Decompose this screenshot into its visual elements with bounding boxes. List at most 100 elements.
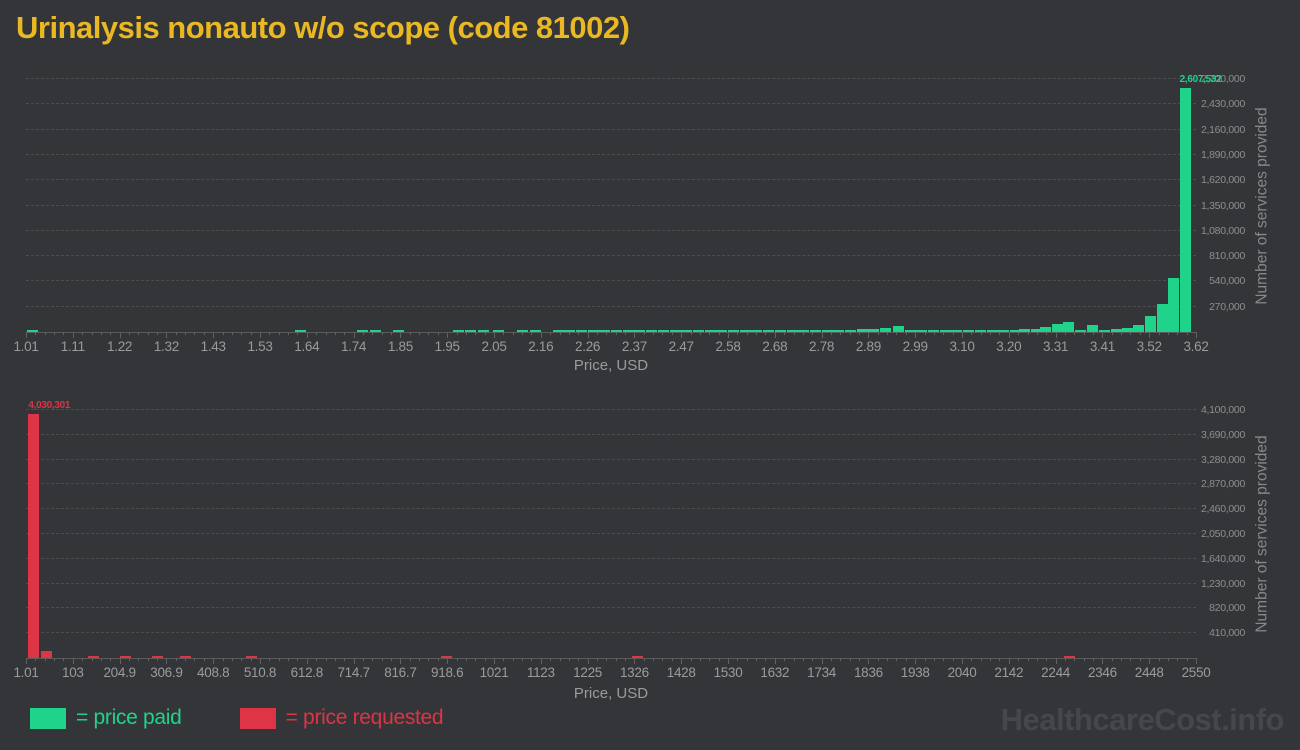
legend-label-price-paid: = price paid bbox=[76, 706, 182, 729]
x-axis-minor-tick bbox=[606, 658, 608, 661]
x-axis-tick-label: 2550 bbox=[1181, 665, 1211, 680]
price-paid-histogram-bar bbox=[845, 329, 856, 332]
x-axis-minor-tick bbox=[578, 332, 580, 335]
price-paid-histogram-bar bbox=[986, 330, 998, 332]
x-axis-minor-tick bbox=[933, 332, 935, 335]
price-paid-histogram-bar bbox=[739, 330, 751, 332]
x-axis-major-tick bbox=[962, 658, 963, 664]
x-axis-minor-tick bbox=[1130, 332, 1132, 335]
x-axis-tick-label: 1938 bbox=[900, 665, 930, 680]
x-axis-minor-tick bbox=[990, 332, 992, 335]
x-axis-minor-tick bbox=[250, 658, 252, 661]
x-axis-tick-label: 2346 bbox=[1087, 665, 1117, 680]
x-axis-minor-tick bbox=[765, 332, 767, 335]
x-axis-major-tick bbox=[213, 658, 215, 664]
x-axis-minor-tick bbox=[419, 332, 421, 335]
x-axis-minor-tick bbox=[877, 658, 879, 661]
gridline bbox=[26, 305, 1196, 307]
price-paid-histogram-bar bbox=[916, 330, 928, 332]
price-paid-histogram-bar bbox=[774, 330, 786, 332]
x-axis-major-tick bbox=[540, 332, 542, 338]
x-axis-minor-tick bbox=[456, 332, 458, 335]
x-axis-minor-tick bbox=[849, 658, 851, 661]
x-axis-minor-tick bbox=[362, 332, 364, 335]
x-axis-minor-tick bbox=[840, 332, 842, 335]
x-axis-tick-label: 2448 bbox=[1134, 665, 1164, 680]
x-axis-tick-label: 3.31 bbox=[1043, 339, 1069, 354]
gridline bbox=[26, 632, 1196, 634]
gridline bbox=[26, 179, 1196, 181]
price-paid-histogram-bar bbox=[1167, 278, 1179, 332]
price-requested-x-axis-title: Price, USD bbox=[573, 685, 649, 702]
x-axis-major-tick bbox=[119, 332, 121, 338]
x-axis-tick-label: 1.11 bbox=[60, 339, 85, 354]
x-axis-minor-tick bbox=[1018, 658, 1020, 661]
x-axis-major-tick bbox=[634, 658, 636, 664]
x-axis-minor-tick bbox=[905, 332, 907, 335]
x-axis-tick-label: 1.64 bbox=[294, 339, 320, 354]
x-axis-minor-tick bbox=[110, 332, 112, 335]
x-axis-minor-tick bbox=[325, 658, 327, 661]
gridline bbox=[26, 78, 1196, 79]
price-paid-histogram-bar bbox=[369, 330, 381, 332]
price-paid-histogram-bar bbox=[393, 330, 405, 332]
x-axis-minor-tick bbox=[91, 658, 93, 661]
x-axis-major-tick bbox=[634, 332, 636, 338]
x-axis-major-tick bbox=[587, 658, 589, 664]
x-axis-major-tick bbox=[260, 658, 261, 664]
price-paid-histogram-bar bbox=[611, 330, 622, 332]
price-paid-histogram-bar bbox=[998, 329, 1010, 332]
x-axis-minor-tick bbox=[54, 332, 56, 335]
x-axis-minor-tick bbox=[933, 658, 935, 661]
x-axis-minor-tick bbox=[793, 332, 795, 335]
x-axis-major-tick bbox=[1102, 332, 1104, 338]
price-requested-y-axis-title: Number of services provided bbox=[1248, 410, 1278, 658]
x-axis-minor-tick bbox=[1027, 332, 1029, 335]
x-axis-minor-tick bbox=[35, 332, 37, 335]
x-axis-minor-tick bbox=[147, 658, 149, 661]
x-axis-major-tick bbox=[400, 658, 402, 664]
price-paid-histogram-bar bbox=[704, 330, 716, 332]
x-axis-minor-tick bbox=[278, 658, 280, 661]
price-paid-histogram-bar bbox=[587, 330, 599, 332]
x-axis-minor-tick bbox=[175, 658, 177, 661]
x-axis-tick-label: 510.8 bbox=[243, 665, 277, 680]
x-axis-tick-label: 2.78 bbox=[809, 339, 835, 354]
price-paid-histogram-bar bbox=[517, 330, 529, 332]
x-axis-minor-tick bbox=[1177, 332, 1179, 335]
x-axis-tick-label: 204.9 bbox=[103, 665, 136, 680]
price-paid-histogram-bar bbox=[1087, 325, 1099, 332]
x-axis-tick-label: 306.9 bbox=[150, 665, 183, 680]
x-axis-minor-tick bbox=[44, 332, 46, 335]
y-axis-tick-label: 410,000 bbox=[1209, 627, 1245, 640]
x-axis-minor-tick bbox=[718, 658, 720, 661]
x-axis-minor-tick bbox=[559, 658, 561, 661]
x-axis-minor-tick bbox=[269, 658, 271, 661]
price-paid-histogram-bar bbox=[681, 330, 693, 332]
price-paid-histogram-bar bbox=[904, 329, 916, 332]
price-paid-histogram-bar bbox=[1075, 329, 1087, 332]
x-axis-minor-tick bbox=[1093, 332, 1095, 335]
x-axis-minor-tick bbox=[250, 332, 252, 335]
price-paid-histogram-bar bbox=[657, 330, 669, 332]
x-axis-major-tick bbox=[1102, 658, 1104, 664]
price-paid-histogram-bar bbox=[1062, 321, 1074, 332]
x-axis-major-tick bbox=[728, 332, 729, 338]
x-axis-major-tick bbox=[400, 332, 402, 338]
price-paid-histogram-bar bbox=[646, 330, 658, 332]
x-axis-minor-tick bbox=[147, 332, 149, 335]
y-axis-tick-label: 1,080,000 bbox=[1200, 224, 1245, 237]
x-axis-minor-tick bbox=[203, 332, 205, 335]
y-axis-tick-label: 3,280,000 bbox=[1200, 453, 1245, 466]
x-axis-minor-tick bbox=[194, 332, 196, 335]
y-axis-tick-label: 810,000 bbox=[1209, 250, 1245, 263]
x-axis-minor-tick bbox=[428, 658, 430, 661]
price-paid-histogram-bar bbox=[1122, 327, 1134, 332]
x-axis-tick-label: 408.8 bbox=[197, 665, 230, 680]
x-axis-minor-tick bbox=[44, 658, 46, 661]
x-axis-minor-tick bbox=[63, 658, 65, 661]
x-axis-minor-tick bbox=[1074, 332, 1076, 335]
price-paid-histogram-bar bbox=[634, 330, 646, 332]
price-requested-swatch-icon bbox=[239, 707, 276, 729]
x-axis-minor-tick bbox=[222, 658, 224, 661]
